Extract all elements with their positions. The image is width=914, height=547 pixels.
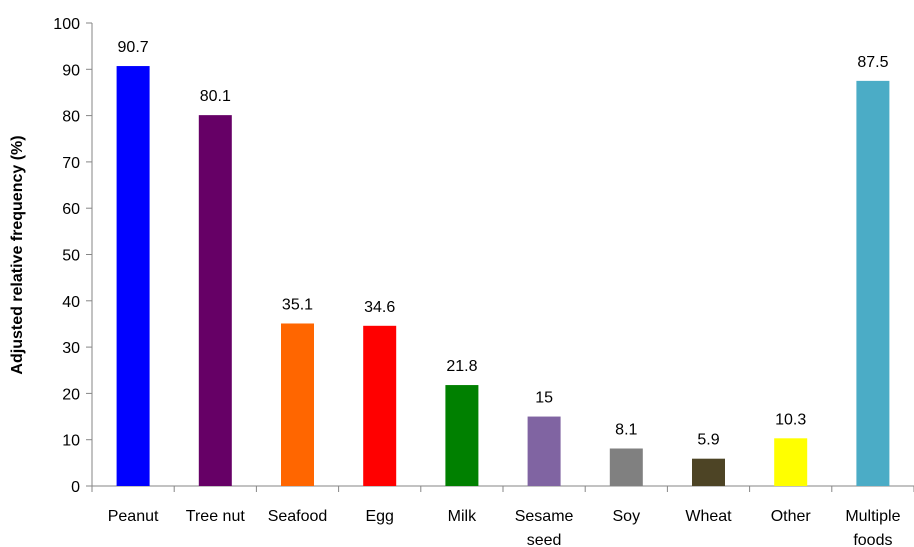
x-tick-label: Tree nut <box>186 508 246 525</box>
x-tick-label: Seafood <box>268 508 328 525</box>
data-label: 34.6 <box>364 299 395 316</box>
y-tick-label: 70 <box>62 155 80 172</box>
x-tick-label: foods <box>853 532 892 547</box>
y-tick-label: 50 <box>62 248 80 265</box>
x-tick-label: Milk <box>448 508 477 525</box>
bar <box>856 80 890 486</box>
x-tick-label: seed <box>527 532 562 547</box>
y-tick-label: 100 <box>53 16 80 33</box>
x-tick-label: Other <box>771 508 812 525</box>
data-label: 8.1 <box>615 421 637 438</box>
labels: 0 10 20 30 40 50 60 70 80 90 100 90.7 Peanut 80.1 Tree… <box>53 16 900 547</box>
bar <box>692 458 725 486</box>
data-label: 21.8 <box>446 358 477 375</box>
x-tick-label: Sesame <box>515 508 574 525</box>
data-label: 10.3 <box>775 411 806 428</box>
x-tick-label: Peanut <box>108 508 159 525</box>
y-tick-label: 80 <box>62 109 80 126</box>
bars <box>116 66 890 487</box>
x-tick-label: Wheat <box>685 508 732 525</box>
y-axis-title: Adjusted relative frequency (%) <box>9 135 26 374</box>
data-label: 87.5 <box>857 54 888 71</box>
data-label: 90.7 <box>118 39 149 56</box>
y-tick-label: 0 <box>71 479 80 496</box>
x-tick-label: Soy <box>613 508 641 525</box>
y-tick-label: 10 <box>62 433 80 450</box>
data-label: 15 <box>535 390 553 407</box>
x-tick-label: Multiple <box>845 508 900 525</box>
y-tick-label: 90 <box>62 62 80 79</box>
bar <box>609 448 643 486</box>
y-tick-label: 30 <box>62 340 80 357</box>
bar <box>527 416 561 486</box>
bar <box>116 66 150 487</box>
bar <box>774 438 808 486</box>
bar <box>281 323 314 486</box>
bar <box>363 325 397 486</box>
y-tick-label: 20 <box>62 386 80 403</box>
bar <box>198 115 232 487</box>
y-tick-label: 40 <box>62 294 80 311</box>
data-label: 80.1 <box>200 88 231 105</box>
y-tick-label: 60 <box>62 201 80 218</box>
x-tick-label: Egg <box>365 508 393 525</box>
bar <box>445 385 479 486</box>
data-label: 35.1 <box>282 296 313 313</box>
data-label: 5.9 <box>697 432 719 449</box>
